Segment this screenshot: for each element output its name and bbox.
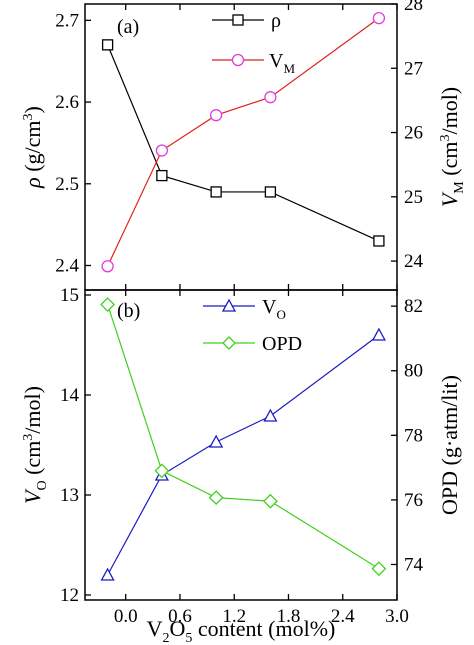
legend-vm-circle-marker bbox=[231, 53, 245, 67]
panel-a-series-right-point-4 bbox=[372, 11, 386, 25]
panel-b-x-tick-label-1: 0.6 bbox=[168, 606, 192, 627]
legend-a: ρ VM bbox=[212, 10, 295, 76]
panel-a-left-tick-label-1: 2.5 bbox=[55, 174, 79, 195]
ticks-layer: 2.4 2.5 2.6 2.7 24 25 26 27 28 12 13 14 15 74 76 78 80 82… bbox=[55, 0, 423, 627]
legend-b: VO OPD bbox=[203, 296, 302, 355]
legend-opd-label: OPD bbox=[262, 333, 302, 355]
panel-a-series-left-point-1 bbox=[156, 169, 168, 182]
panel-a-series-right-point-1 bbox=[155, 144, 169, 157]
panel-b-x-tick-label-5: 3.0 bbox=[385, 606, 409, 627]
panel-a-tag: (a) bbox=[117, 16, 139, 38]
legend-opd-diamond-marker bbox=[222, 336, 236, 350]
series-layer bbox=[100, 11, 387, 581]
legend-rho-square-marker bbox=[232, 14, 244, 26]
panel-b-series-left-line bbox=[107, 334, 380, 576]
ylabel-a-left: ρ (g/cm3) bbox=[20, 106, 45, 189]
panel-a-series-right-point-2 bbox=[209, 109, 223, 122]
panel-a-series-left-line bbox=[107, 44, 380, 242]
panel-b-frame bbox=[84, 289, 398, 601]
panel-b-right-tick-label-4: 82 bbox=[404, 296, 423, 317]
ylabel-b-right: OPD (g·atm/lit) bbox=[437, 375, 462, 515]
panel-a-frame bbox=[84, 3, 398, 291]
panel-b-left-tick-label-1: 13 bbox=[60, 485, 79, 506]
legend-vm-label: VM bbox=[269, 50, 295, 76]
panel-a-right-tick-label-0: 24 bbox=[404, 251, 424, 272]
panel-a-series-right-point-3 bbox=[264, 91, 277, 104]
panel-b-right-tick-label-3: 80 bbox=[404, 361, 423, 382]
legend-rho-label: ρ bbox=[271, 10, 281, 32]
panel-b-series-right-point-2 bbox=[208, 490, 224, 506]
panel-b-x-tick-label-0: 0.0 bbox=[114, 606, 138, 627]
panel-b-series-left-point-0 bbox=[100, 567, 115, 581]
panel-b-series-right-point-0 bbox=[100, 297, 116, 312]
panel-b-series-right-line bbox=[107, 304, 380, 570]
panel-b-series-right-point-1 bbox=[154, 463, 170, 479]
legend-vo-label: VO bbox=[262, 296, 286, 322]
panel-b-right-tick-label-1: 76 bbox=[404, 490, 423, 511]
legend-vo-triangle-marker bbox=[221, 298, 237, 312]
panel-b-right-tick-label-0: 74 bbox=[404, 554, 424, 575]
ylabel-a-right: VM (cm3/mol) bbox=[437, 87, 467, 207]
xlabel-b: V2O5 content (mol%) bbox=[147, 616, 336, 645]
panel-b-series-right-point-3 bbox=[262, 493, 278, 509]
panel-b-x-tick-label-2: 1.2 bbox=[222, 606, 246, 627]
panel-b-right-tick-label-2: 78 bbox=[404, 425, 423, 446]
panel-b-series-right-point-4 bbox=[371, 561, 387, 577]
panel-a-series-left-point-4 bbox=[373, 235, 385, 247]
panel-a-right-tick-label-1: 25 bbox=[404, 187, 423, 208]
panel-a-right-tick-label-3: 27 bbox=[404, 58, 423, 79]
panel-a-series-left-point-3 bbox=[264, 186, 277, 198]
panel-a-right-tick-label-4: 28 bbox=[404, 0, 423, 15]
panel-a-left-tick-label-0: 2.4 bbox=[55, 255, 79, 276]
panel-b-left-tick-label-0: 12 bbox=[60, 585, 79, 606]
panel-b-series-left-point-2 bbox=[209, 434, 224, 448]
panel-b-left-tick-label-2: 14 bbox=[60, 385, 80, 406]
panel-a-left-tick-label-2: 2.6 bbox=[55, 92, 79, 113]
panel-b-x-tick-label-3: 1.8 bbox=[277, 606, 301, 627]
panel-b-tag: (b) bbox=[117, 300, 140, 322]
panel-a-series-left-point-2 bbox=[210, 186, 222, 198]
panel-a-series-right-point-0 bbox=[101, 260, 114, 273]
panel-a-left-tick-label-3: 2.7 bbox=[55, 10, 79, 31]
panel-b-x-tick-label-4: 2.4 bbox=[331, 606, 355, 627]
panel-b-series-left-point-3 bbox=[263, 408, 278, 422]
panel-b-left-tick-label-3: 15 bbox=[60, 285, 79, 306]
panel-a-right-tick-label-2: 26 bbox=[404, 123, 423, 144]
panel-b-series-left-point-4 bbox=[371, 327, 387, 341]
ylabel-b-left: VO (cm3/mol) bbox=[20, 386, 50, 504]
panel-a-series-left-point-0 bbox=[101, 39, 114, 51]
